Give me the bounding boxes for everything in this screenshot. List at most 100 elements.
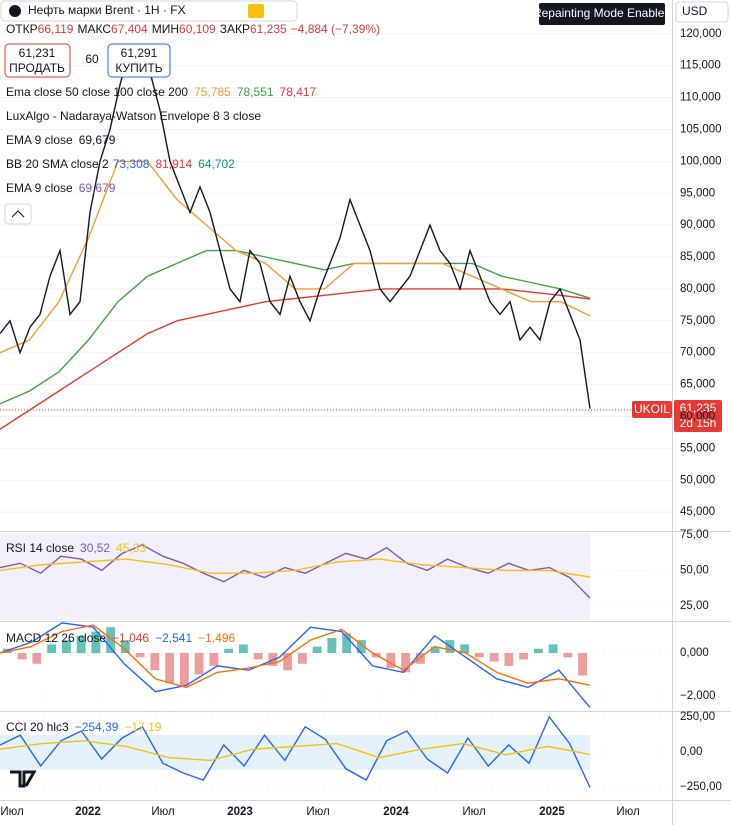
x-tick-label: Июл [462, 806, 485, 818]
histogram-bar [342, 633, 352, 654]
flag [248, 4, 264, 18]
y-tick-label: 55,000 [680, 442, 715, 454]
currency-button[interactable] [675, 1, 729, 23]
histogram-bar [32, 653, 42, 664]
symbol-box[interactable] [0, 0, 298, 22]
y-tick-label: 75,00 [680, 529, 709, 541]
series-line [0, 249, 591, 405]
y-tick-label: 250,00 [680, 711, 715, 723]
histogram-bar [165, 653, 175, 684]
repaint-text: Repainting Mode Enabled [533, 6, 671, 20]
histogram-bar [61, 640, 71, 654]
buy-label: КУПИТЬ [115, 61, 162, 75]
series-line [0, 558, 591, 578]
series-line [0, 624, 591, 689]
histogram-bar [150, 653, 160, 671]
symbol-title: Нефть марки Brent · 1H · FX [28, 3, 186, 17]
histogram-bar [548, 644, 558, 654]
histogram-bar [106, 627, 116, 654]
histogram-bar [238, 644, 248, 654]
x-tick-label: 2024 [383, 806, 409, 818]
y-tick-label: 0,00 [680, 746, 702, 758]
histogram-bar [386, 653, 396, 669]
sell-label: ПРОДАТЬ [9, 61, 65, 75]
histogram-bar [91, 631, 101, 654]
price-tag-text: 61,235 [680, 401, 717, 415]
histogram-bar [578, 653, 588, 676]
y-tick-label: 115,000 [680, 60, 721, 72]
repaint-badge [539, 3, 665, 25]
y-tick-label: 50,00 [680, 564, 709, 576]
y-tick-label: −250,00 [680, 781, 722, 793]
histogram-bar [460, 644, 470, 654]
series-line [0, 288, 591, 430]
histogram-bar [533, 648, 543, 654]
symbol-tag-text: UKOIL [634, 402, 670, 416]
price-tag [674, 400, 722, 432]
symbol-tag [632, 401, 672, 418]
x-tick-label: 2023 [227, 806, 253, 818]
cci-legend: CCI 20 hlc3 −254,39 −17,19 [6, 720, 162, 734]
histogram-bar [209, 653, 219, 666]
y-tick-label: 50,000 [680, 474, 715, 486]
series-line [0, 715, 591, 788]
y-tick-label: −2,000 [680, 690, 716, 702]
buy-button[interactable] [107, 43, 171, 78]
symbol-icon [9, 5, 21, 17]
y-tick-label: 95,000 [680, 187, 715, 199]
histogram-bar [312, 646, 322, 654]
series-line [0, 622, 591, 709]
histogram-bar [519, 653, 529, 660]
y-tick-label: 25,00 [680, 600, 709, 612]
histogram-bar [327, 637, 337, 654]
ohlc: ОТКР66,119 МАКС67,404 МИН60,109 ЗАКР61,235−… [6, 22, 380, 36]
macd-legend: MACD 12 26 close −1,046 −2,541 −1,496 [6, 631, 236, 645]
series-line [0, 740, 591, 762]
sell-price: 61,231 [19, 46, 56, 60]
histogram-bar [356, 640, 366, 654]
histogram-bar [17, 653, 27, 660]
y-tick-label: 90,000 [680, 219, 715, 231]
histogram-bar [297, 653, 307, 664]
y-tick-label: 100,000 [680, 155, 722, 167]
x-tick-label: Июл [616, 806, 639, 818]
histogram-bar [489, 653, 499, 662]
y-tick-label: 105,000 [680, 124, 722, 136]
countdown: 2d 15h [680, 416, 717, 430]
y-tick-label: 45,000 [680, 506, 715, 518]
x-tick-label: Июл [0, 806, 23, 818]
buy-price: 61,291 [121, 46, 158, 60]
y-tick-label: 110,000 [680, 92, 721, 104]
x-tick-label: 2022 [75, 806, 101, 818]
x-tick-label: Июл [306, 806, 329, 818]
bb-legend: BB 20 SMA close 2 73,308 81,914 64,702 [6, 157, 235, 171]
spread: 60 [85, 52, 99, 66]
histogram-bar [179, 653, 189, 686]
y-tick-label: 80,000 [680, 283, 715, 295]
collapse-button[interactable] [4, 203, 32, 225]
histogram-bar [283, 653, 293, 671]
y-tick-label: 70,000 [680, 347, 715, 359]
histogram-bar [194, 653, 204, 675]
rsi-legend: RSI 14 close 30,52 45,33 [6, 541, 146, 555]
logo [10, 770, 37, 788]
collapse-icon [11, 210, 25, 218]
x-tick-label: 2025 [539, 806, 565, 818]
histogram-bar [135, 653, 145, 658]
ema9b-legend: EMA 9 close 69,679 [6, 181, 116, 195]
x-tick-label: Июл [151, 806, 174, 818]
y-tick-label: 65,000 [680, 379, 715, 391]
y-tick-label: 75,000 [680, 315, 715, 327]
histogram-bar [430, 646, 440, 654]
histogram-bar [253, 653, 263, 660]
sell-button[interactable] [4, 43, 71, 78]
ema9-legend: EMA 9 close 69,679 [6, 133, 116, 147]
series-line [0, 45, 591, 409]
histogram-bar [76, 635, 86, 654]
ema-legend: Ema close 50 close 100 close 200 75,785 78… [6, 85, 317, 99]
currency: USD [682, 4, 708, 18]
y-tick-label: 0,000 [680, 647, 709, 659]
lux-legend: LuxAlgo - Nadaraya-Watson Envelope 8 3 c… [6, 109, 261, 123]
